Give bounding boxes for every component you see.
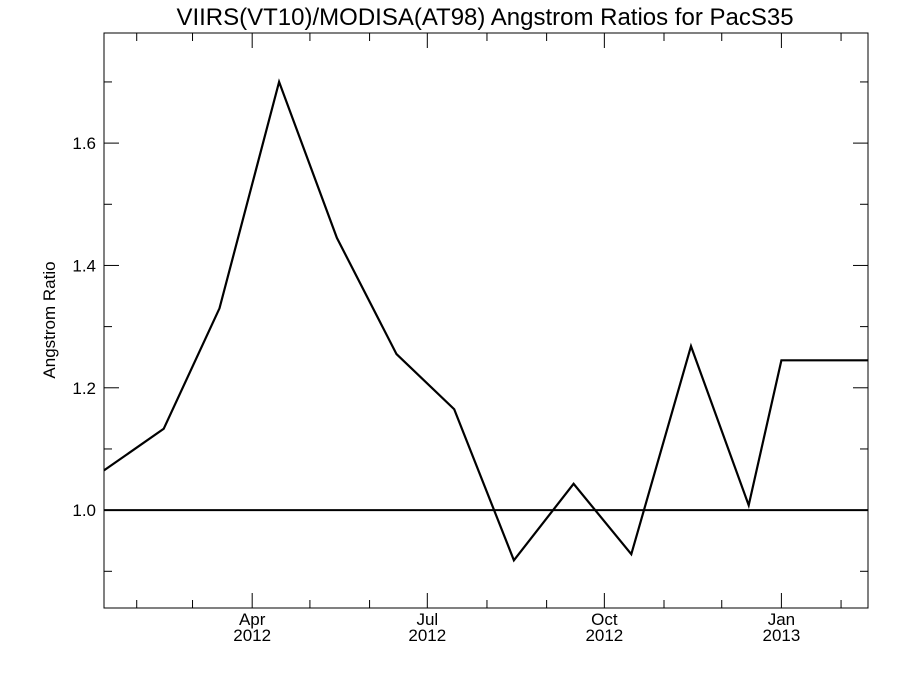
data-point xyxy=(629,552,633,556)
data-point xyxy=(512,558,516,562)
data-point xyxy=(277,80,281,84)
data-point xyxy=(335,236,339,240)
chart-title: VIIRS(VT10)/MODISA(AT98) Angstrom Ratios… xyxy=(176,4,793,31)
data-point xyxy=(689,344,693,348)
x-tick-label-year: 2013 xyxy=(762,626,800,645)
plot-frame xyxy=(103,32,869,609)
y-tick-label: 1.4 xyxy=(72,256,96,275)
data-point xyxy=(452,407,456,411)
data-point xyxy=(572,482,576,486)
x-tick-label-month: Jan xyxy=(768,610,795,629)
x-tick-label-month: Jul xyxy=(416,610,438,629)
y-tick-label: 1.6 xyxy=(72,134,96,153)
data-point xyxy=(395,352,399,356)
data-point xyxy=(162,427,166,431)
data-point xyxy=(747,503,751,507)
y-axis-label: Angstrom Ratio xyxy=(40,261,59,378)
data-point xyxy=(779,358,783,362)
y-tick-label: 1.0 xyxy=(72,501,96,520)
x-tick-label-month: Apr xyxy=(239,610,266,629)
x-tick-label-year: 2012 xyxy=(585,626,623,645)
x-tick-label-year: 2012 xyxy=(408,626,446,645)
x-tick-label-year: 2012 xyxy=(233,626,271,645)
x-tick-label-month: Oct xyxy=(591,610,618,629)
series-line xyxy=(103,78,868,563)
y-tick-label: 1.2 xyxy=(72,379,96,398)
data-point xyxy=(217,306,221,310)
